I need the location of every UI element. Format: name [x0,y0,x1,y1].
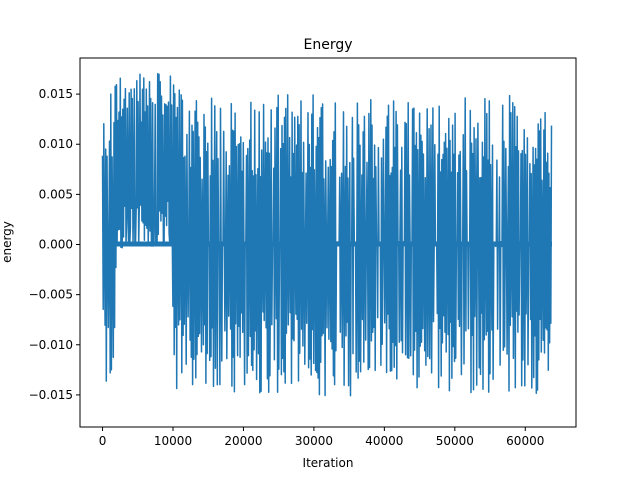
y-tick-label: 0.010 [39,137,73,151]
plot-area [101,73,553,397]
energy-series-line [101,73,553,397]
axis-ticks: 0 10000 20000 30000 40000 50000 60000 −0.015 −0.… [29,87,545,448]
y-tick-label: −0.005 [29,288,73,302]
y-axis-label: energy [0,221,14,263]
x-tick-label: 40000 [365,434,403,448]
y-tick-label: 0.015 [39,87,73,101]
y-tick-label: 0.000 [39,238,73,252]
x-tick-label: 0 [99,434,107,448]
chart-title: Energy [303,37,352,53]
x-tick-label: 10000 [154,434,192,448]
x-tick-label: 20000 [224,434,262,448]
energy-baseline-band [102,241,552,247]
x-axis-label: Iteration [303,456,354,470]
y-tick-label: 0.005 [39,187,73,201]
x-tick-label: 60000 [506,434,544,448]
x-tick-label: 30000 [295,434,333,448]
x-tick-label: 50000 [436,434,474,448]
y-tick-label: −0.015 [29,388,73,402]
axes-frame [79,57,577,428]
y-tick-label: −0.010 [29,338,73,352]
